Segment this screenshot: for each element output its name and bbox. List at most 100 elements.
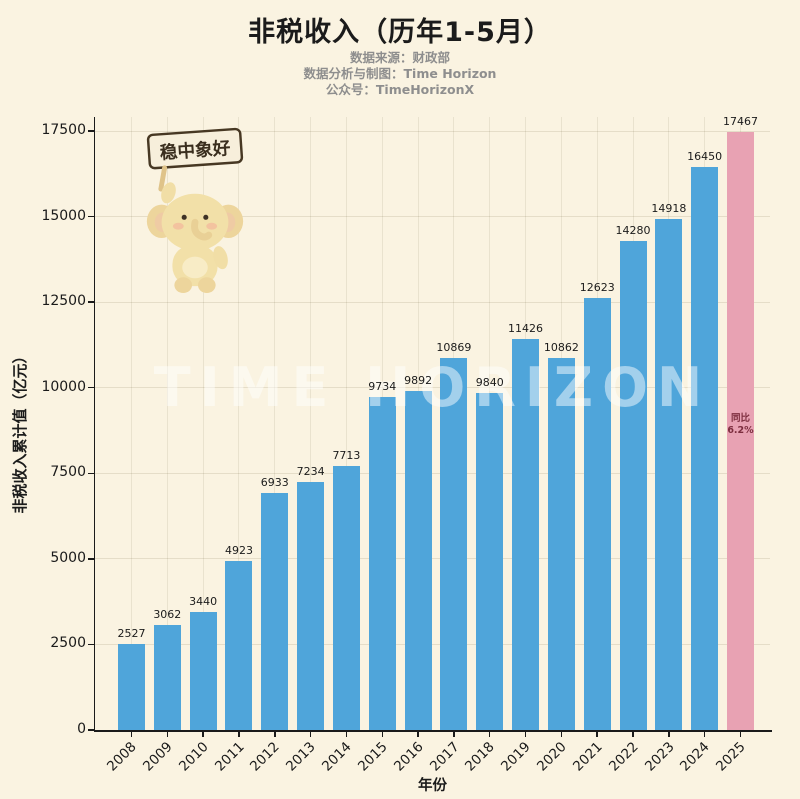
bar-value-label: 10862 (543, 341, 579, 355)
y-tick-mark (88, 215, 94, 218)
x-tick-mark (453, 731, 455, 737)
h-gridline (95, 216, 770, 218)
yoy-annotation: 同比 6.2% (727, 413, 754, 437)
x-tick-mark (166, 731, 169, 737)
x-tick-label: 2021 (569, 739, 606, 775)
h-gridline (95, 387, 770, 389)
data-source-text: 数据来源：财政部 (349, 50, 450, 65)
v-gridline (310, 117, 312, 730)
x-tick-label: 2013 (283, 739, 319, 775)
bar-2024 (691, 166, 719, 730)
x-tick-mark (560, 731, 563, 737)
x-tick-label: 2020 (534, 739, 570, 775)
x-tick-label: 2019 (498, 739, 534, 775)
x-tick-label: 2010 (175, 739, 212, 775)
x-tick-mark (524, 731, 527, 737)
bar-value-label: 3062 (153, 608, 182, 622)
bar-value-label: 2527 (117, 626, 146, 640)
x-tick-label: 2009 (140, 739, 176, 775)
bar-2015 (368, 396, 396, 730)
bar-value-label: 10869 (436, 340, 472, 354)
x-tick-mark (309, 731, 312, 737)
x-tick-mark (596, 731, 598, 737)
wechat-account-text: 公众号：TimeHorizonX (325, 82, 475, 97)
x-tick-label: 2008 (104, 739, 140, 775)
v-gridline (131, 117, 132, 730)
v-gridline (345, 117, 347, 730)
bar-value-label: 14918 (651, 202, 687, 216)
v-gridline (238, 117, 240, 730)
v-gridline (166, 117, 168, 730)
credit-text: 数据分析与制图：Time Horizon (303, 66, 497, 81)
y-tick-mark (88, 301, 94, 303)
x-axis-title: 年份 (418, 778, 447, 794)
h-gridline (95, 643, 770, 645)
x-tick-mark (381, 731, 383, 737)
chart-title: 非税收入（历年1-5月） (248, 17, 552, 48)
h-gridline (95, 472, 770, 474)
bar-2008 (118, 643, 145, 730)
x-tick-label: 2017 (426, 739, 463, 775)
bar-value-label: 9840 (475, 376, 504, 390)
bar-2023 (655, 219, 683, 730)
x-tick-mark (417, 731, 419, 737)
bar-value-label: 17467 (723, 115, 758, 129)
bar-value-label: 3440 (189, 595, 218, 609)
y-tick-label: 2500 (50, 635, 86, 652)
elephant-mascot-graphic: 稳中象好 (146, 127, 244, 293)
y-tick-label: 7500 (50, 464, 86, 481)
bar-2017 (440, 357, 468, 730)
bar-2011 (225, 561, 253, 730)
x-tick-label: 2023 (641, 739, 678, 775)
x-tick-mark (632, 731, 634, 737)
y-tick-mark (88, 386, 94, 389)
x-tick-mark (488, 731, 491, 737)
mascot-sign-stick (158, 165, 168, 192)
x-tick-label: 2016 (390, 739, 427, 775)
h-gridline (95, 558, 770, 560)
y-tick-mark (88, 130, 94, 132)
y-tick-mark (88, 472, 94, 475)
x-tick-mark (668, 731, 670, 737)
bar-value-label: 11426 (508, 321, 544, 335)
elephant-mascot: 稳中象好 (136, 126, 254, 297)
x-tick-label: 2015 (354, 739, 391, 775)
bar-value-label: 4923 (224, 544, 253, 558)
x-tick-mark (202, 731, 204, 737)
bar-value-label: 6933 (260, 475, 289, 489)
h-gridline (95, 301, 770, 303)
x-tick-label: 2011 (211, 739, 248, 775)
h-gridline (95, 130, 770, 132)
bar-value-label: 9734 (368, 379, 397, 393)
bar-value-label: 16450 (687, 149, 723, 163)
bar-2021 (583, 297, 611, 730)
bar-2025 (727, 132, 754, 730)
bar-value-label: 7234 (296, 465, 325, 479)
bar-value-label: 7713 (332, 448, 361, 462)
bar-2019 (512, 338, 540, 730)
bar-2022 (619, 241, 647, 730)
y-tick-label: 15000 (41, 207, 86, 224)
x-tick-label: 2018 (462, 739, 499, 775)
x-tick-label: 2012 (247, 739, 284, 775)
bar-2010 (189, 612, 217, 730)
y-tick-label: 17500 (41, 122, 86, 138)
bar-value-label: 14280 (615, 224, 651, 238)
bar-2013 (297, 482, 325, 730)
bar-2020 (547, 358, 575, 730)
y-tick-label: 0 (77, 721, 86, 737)
x-tick-mark (238, 731, 240, 737)
y-tick-label: 5000 (50, 549, 86, 566)
bar-value-label: 9892 (404, 374, 433, 388)
x-tick-mark (739, 731, 742, 737)
y-tick-label: 10000 (41, 378, 86, 395)
bar-2009 (153, 625, 181, 730)
x-tick-mark (274, 731, 276, 737)
x-tick-label: 2025 (713, 739, 749, 775)
bar-2018 (476, 393, 504, 730)
bar-value-label: 12623 (579, 280, 615, 294)
x-axis-line (93, 730, 772, 732)
y-tick-label: 12500 (41, 293, 86, 310)
